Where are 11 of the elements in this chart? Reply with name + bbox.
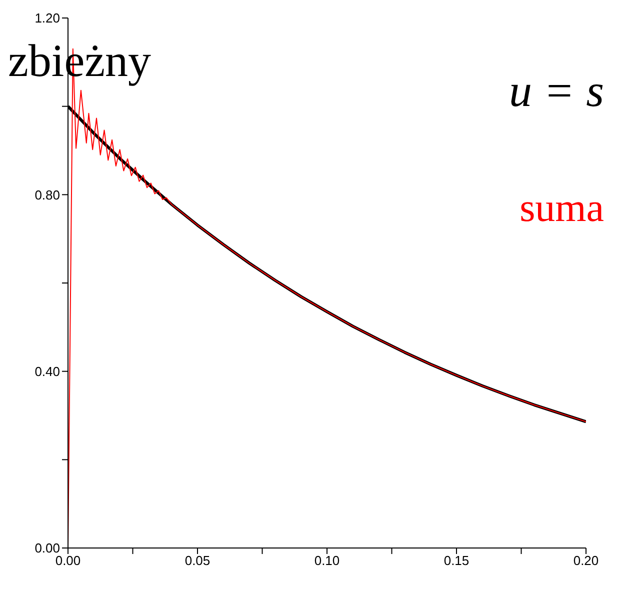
x-tick-label: 0.20 bbox=[573, 553, 599, 568]
x-tick-label: 0.00 bbox=[55, 553, 81, 568]
x-tick-label: 0.05 bbox=[184, 553, 210, 568]
x-tick-label: 0.15 bbox=[444, 553, 470, 568]
x-tick-label: 0.10 bbox=[314, 553, 340, 568]
note-text: suma bbox=[520, 188, 604, 228]
y-tick-label: 0.40 bbox=[34, 364, 60, 379]
y-tick-label: 0.00 bbox=[34, 540, 60, 556]
y-tick-label: 1.20 bbox=[34, 10, 60, 26]
note-text: u = s bbox=[509, 68, 604, 114]
y-tick-label: 0.80 bbox=[34, 187, 60, 202]
